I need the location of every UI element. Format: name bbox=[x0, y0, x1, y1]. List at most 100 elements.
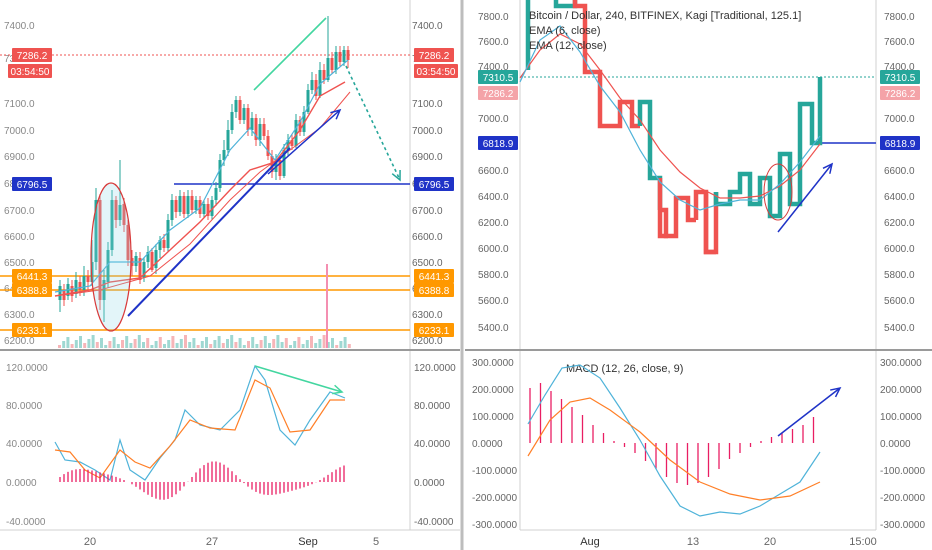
candle-body bbox=[190, 196, 194, 210]
volume-bar bbox=[268, 343, 271, 348]
candle-body bbox=[218, 160, 222, 188]
volume-bar bbox=[331, 338, 334, 348]
candle-body bbox=[70, 286, 74, 296]
left-price-axis-label-r: 7100.0 bbox=[412, 99, 443, 110]
left-osc-axis-label-r: 40.0000 bbox=[414, 439, 451, 450]
chart-legend-title: Bitcoin / Dollar, 240, BITFINEX, Kagi [T… bbox=[529, 10, 801, 22]
volume-bar bbox=[314, 343, 318, 348]
macd-trend-arrow bbox=[777, 387, 841, 437]
price-tag-current-r: 7286.2 bbox=[419, 51, 450, 62]
left-price-axis-label-l: 6300.0 bbox=[4, 310, 35, 321]
volume-bar bbox=[70, 344, 74, 348]
macd-line bbox=[527, 364, 821, 517]
candle-body bbox=[238, 100, 242, 120]
candle-body bbox=[246, 108, 250, 130]
volume-bar bbox=[276, 335, 280, 348]
left-price-axis-label-r: 6200.0 bbox=[412, 336, 443, 347]
macd-axis-label-l: -300.0000 bbox=[472, 520, 517, 531]
price-tag-level1-r-bg bbox=[414, 269, 454, 283]
candle-body bbox=[154, 250, 158, 268]
volume-bar bbox=[175, 343, 179, 348]
volume-bar bbox=[347, 344, 351, 348]
volume-bar bbox=[209, 344, 213, 348]
osc-divergence-line bbox=[254, 365, 343, 393]
candle-body bbox=[270, 156, 274, 172]
price-tag-level2-r: 6388.8 bbox=[419, 286, 450, 297]
candle-body bbox=[258, 124, 262, 140]
volume-bar bbox=[146, 338, 150, 348]
left-time-axis-label: Sep bbox=[298, 536, 318, 548]
left-price-axis-label-l: 6900.0 bbox=[4, 152, 35, 163]
ema6-line bbox=[519, 25, 821, 211]
volume-bar bbox=[188, 342, 192, 348]
candle-body bbox=[174, 200, 178, 212]
volume-bar bbox=[142, 342, 145, 348]
left-price-axis-label-l: 7400.0 bbox=[4, 21, 35, 32]
macd-axis-label-r: -200.0000 bbox=[880, 493, 925, 504]
left-osc-axis-label-l: 40.0000 bbox=[6, 439, 43, 450]
candle-body bbox=[334, 52, 338, 70]
right-price-tag-prev-l-bg bbox=[478, 86, 518, 100]
left-price-axis-label-l: 7000.0 bbox=[4, 126, 35, 137]
ma-slow-line bbox=[54, 81, 346, 297]
volume-bar bbox=[263, 336, 267, 348]
volume-bar bbox=[234, 342, 238, 348]
trend-arrow bbox=[267, 109, 341, 175]
ema6-legend: EMA (6, close) bbox=[529, 25, 601, 37]
forecast-arrow-head bbox=[391, 169, 401, 182]
volume-bar bbox=[205, 337, 208, 348]
left-price-axis-label-r: 6300.0 bbox=[412, 310, 443, 321]
volume-bar bbox=[133, 339, 137, 348]
ma-fast-line bbox=[54, 59, 349, 293]
right-price-axis-label-l: 6200.0 bbox=[478, 218, 509, 229]
left-price-axis-label-r: 6600.0 bbox=[412, 232, 443, 243]
volume-bar bbox=[87, 339, 91, 348]
candle-body bbox=[326, 58, 330, 80]
candle-body bbox=[254, 118, 258, 140]
macd-axis-label-l: -200.0000 bbox=[472, 493, 517, 504]
macd-axis-label-l: 0.0000 bbox=[472, 439, 503, 450]
volume-bar bbox=[242, 345, 246, 348]
right-price-tag-level-r-bg bbox=[880, 136, 920, 150]
right-time-axis-label: 15:00 bbox=[849, 536, 877, 548]
volume-bar bbox=[259, 340, 263, 348]
volume-bar bbox=[196, 345, 200, 348]
right-price-tag-level-l-bg bbox=[478, 136, 518, 150]
countdown-tag-r-bg bbox=[414, 64, 458, 78]
left-time-axis-label: 5 bbox=[373, 536, 379, 548]
volume-bar bbox=[310, 336, 313, 348]
macd-axis-label-r: 300.0000 bbox=[880, 358, 922, 369]
candle-body bbox=[122, 204, 126, 225]
volume-bar bbox=[171, 336, 175, 348]
price-tag-level3-r-bg bbox=[414, 323, 454, 337]
macd-axis-label-l: 200.0000 bbox=[472, 385, 514, 396]
left-price-axis-label-r: 7400.0 bbox=[412, 21, 443, 32]
right-price-axis-label-r: 7400.0 bbox=[884, 62, 915, 73]
candle-body bbox=[94, 200, 98, 262]
price-tag-level3-l: 6233.1 bbox=[17, 326, 48, 337]
volume-bar bbox=[66, 337, 70, 348]
left-osc-axis-label-r: 0.0000 bbox=[414, 478, 445, 489]
right-time-axis-label: 13 bbox=[687, 536, 699, 548]
left-time-axis-label: 20 bbox=[84, 536, 96, 548]
candle-body bbox=[262, 124, 266, 136]
candle-body bbox=[202, 204, 206, 214]
volume-bar bbox=[230, 335, 234, 348]
candle-body bbox=[266, 136, 270, 156]
right-price-axis-label-l: 7000.0 bbox=[478, 114, 509, 125]
volume-bar bbox=[335, 345, 339, 348]
volume-bar bbox=[83, 343, 87, 348]
highlight-ellipse bbox=[90, 182, 132, 332]
price-tag-current-l-bg bbox=[12, 48, 52, 62]
candle-body bbox=[322, 70, 326, 80]
candle-body bbox=[346, 50, 350, 60]
candle-body bbox=[134, 256, 138, 266]
left-price-axis-label-r: 6700.0 bbox=[412, 206, 443, 217]
left-price-axis-label-r: 7000.0 bbox=[412, 126, 443, 137]
volume-bar bbox=[343, 337, 347, 348]
candle-body bbox=[102, 280, 106, 300]
candle-body bbox=[126, 225, 130, 260]
volume-bar bbox=[100, 338, 103, 348]
candle-body bbox=[114, 200, 118, 220]
